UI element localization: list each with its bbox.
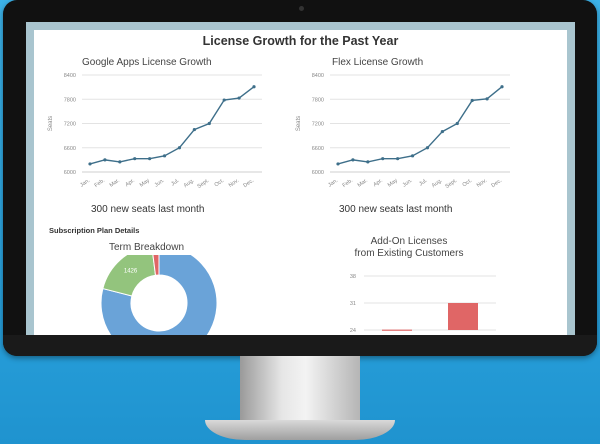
google-apps-caption: 300 new seats last month — [91, 204, 205, 215]
flex-chart-title: Flex License Growth — [332, 57, 424, 68]
x-tick-label: Dec. — [242, 177, 255, 189]
series-line — [337, 86, 503, 165]
donut-slice — [102, 255, 157, 297]
data-point — [381, 157, 385, 161]
data-point — [455, 121, 459, 126]
x-tick-label: Oct. — [214, 177, 226, 188]
data-point — [177, 146, 182, 150]
x-tick-label: Apr. — [372, 177, 384, 188]
y-axis-label: Seats — [48, 116, 54, 131]
data-point — [237, 96, 241, 100]
monitor-stand-base — [205, 420, 395, 440]
series-line — [89, 86, 255, 165]
x-tick-label: Jun. — [154, 177, 166, 188]
x-tick-label: Sept. — [196, 177, 210, 190]
data-point — [396, 157, 400, 161]
data-point — [500, 85, 504, 89]
x-tick-label: Oct. — [462, 177, 474, 188]
data-point — [440, 129, 444, 134]
term-breakdown-donut-chart: 1426 — [100, 255, 218, 335]
y-tick-label: 24 — [350, 328, 356, 334]
x-tick-label: Feb. — [94, 177, 107, 188]
y-tick-label: 6000 — [64, 170, 76, 176]
x-tick-label: Aug. — [431, 177, 444, 189]
x-tick-label: May — [387, 178, 399, 189]
y-tick-label: 38 — [350, 274, 356, 280]
monitor-stand-neck — [240, 356, 360, 424]
y-tick-label: 7200 — [312, 122, 324, 128]
x-tick-label: Dec. — [490, 177, 503, 189]
x-tick-label: Jun. — [402, 177, 414, 188]
data-point — [148, 157, 152, 161]
y-tick-label: 6000 — [312, 170, 324, 176]
y-tick-label: 7800 — [64, 97, 76, 103]
data-point — [133, 157, 137, 161]
data-point — [207, 121, 211, 126]
flex-caption: 300 new seats last month — [339, 204, 453, 215]
data-point — [425, 146, 430, 150]
google-apps-line-chart: 6000 6600 7200 7800 8400 Seats Jan. Feb. Mar. Apr… — [48, 73, 262, 190]
bar — [382, 329, 412, 331]
y-tick-label: 31 — [350, 301, 356, 307]
add-on-licenses-title: Add-On Licenses from Existing Customers — [334, 236, 484, 260]
y-tick-label: 7800 — [312, 97, 324, 103]
y-axis-label: Seats — [296, 116, 302, 131]
dashboard-title: License Growth for the Past Year — [202, 34, 399, 48]
x-tick-label: May — [139, 178, 151, 189]
bar — [448, 303, 478, 330]
add-on-licenses-bar-chart: 24 31 38 — [350, 274, 496, 334]
x-tick-label: Feb. — [342, 177, 355, 188]
add-on-licenses-title-line2: from Existing Customers — [354, 248, 464, 259]
x-tick-label: Jan. — [327, 177, 339, 188]
data-point — [351, 158, 355, 162]
y-tick-label: 8400 — [312, 73, 324, 79]
data-point — [485, 97, 489, 101]
y-tick-label: 7200 — [64, 122, 76, 128]
data-point — [192, 127, 196, 132]
google-apps-chart-title: Google Apps License Growth — [82, 57, 212, 68]
data-point — [470, 98, 474, 103]
y-tick-label: 6600 — [64, 146, 76, 152]
x-tick-label: Nov. — [228, 177, 241, 188]
x-tick-label: Sept. — [444, 177, 458, 190]
x-tick-label: Aug. — [183, 177, 196, 189]
y-tick-label: 6600 — [312, 146, 324, 152]
flex-line-chart: 6000 6600 7200 7800 8400 Seats Jan. Feb. Mar. Apr… — [296, 73, 510, 190]
x-tick-label: Nov. — [476, 177, 489, 188]
monitor-screen: License Growth for the Past Year Google … — [26, 22, 575, 335]
add-on-licenses-title-line1: Add-On Licenses — [370, 236, 448, 247]
data-point — [336, 162, 340, 166]
subscription-plan-details-heading: Subscription Plan Details — [49, 226, 140, 235]
dashboard-page: License Growth for the Past Year Google … — [34, 30, 567, 335]
data-point — [222, 98, 226, 102]
donut-slice — [152, 255, 160, 276]
x-tick-label: Mar. — [109, 177, 122, 188]
webcam-icon — [299, 6, 304, 11]
data-point — [252, 85, 256, 89]
x-tick-label: Jul. — [170, 177, 181, 187]
x-tick-label: Jul. — [418, 177, 429, 187]
term-breakdown-title: Term Breakdown — [109, 242, 185, 253]
data-point — [410, 154, 415, 158]
data-point — [162, 154, 167, 158]
x-tick-label: Jan. — [79, 177, 91, 188]
slice-label: 1426 — [124, 269, 138, 275]
data-point — [118, 160, 122, 164]
data-point — [366, 160, 370, 164]
x-tick-label: Apr. — [124, 177, 136, 188]
y-tick-label: 8400 — [64, 73, 76, 79]
donut-slice — [100, 255, 218, 335]
monitor-chin — [3, 335, 597, 356]
data-point — [103, 158, 107, 162]
x-tick-label: Mar. — [357, 177, 370, 188]
data-point — [88, 162, 92, 166]
